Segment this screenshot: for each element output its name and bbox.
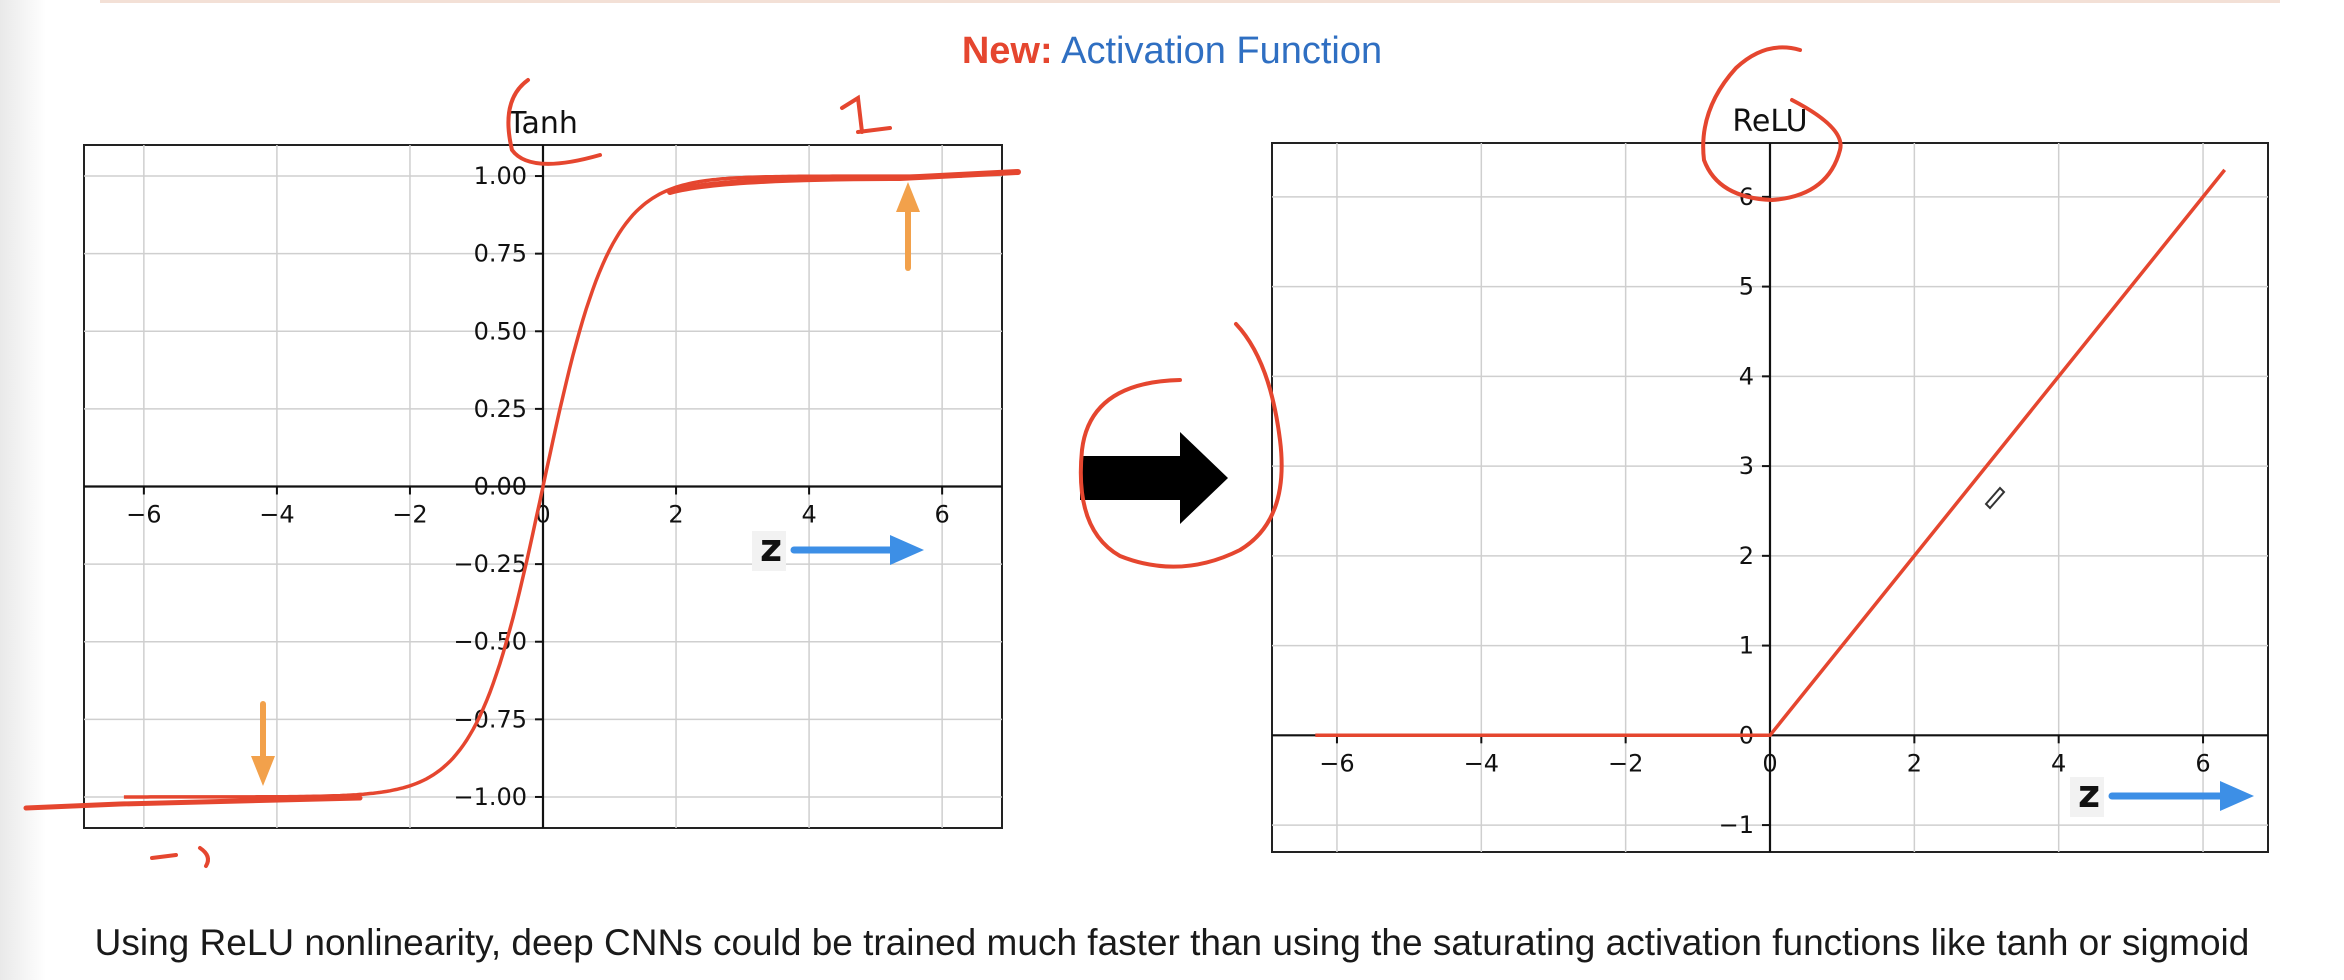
saturation-stroke-top [667,169,1021,195]
x-tick-label: −6 [1319,749,1354,777]
y-tick-label: −0.75 [453,705,527,733]
x-tick-label: 6 [2195,749,2210,777]
top-rule [100,0,2280,3]
y-tick-label: 0.50 [474,317,527,345]
chart-title: Tanh [507,106,578,141]
pen-cursor-icon [1984,486,2006,510]
y-tick-label: 2 [1739,542,1754,570]
x-tick-label: 2 [1907,749,1922,777]
y-tick-label: 3 [1739,452,1754,480]
x-tick-label: 2 [668,501,683,529]
x-tick-label: −2 [392,501,427,529]
saturation-stroke-bottom [23,795,363,811]
y-tick-label: 4 [1739,362,1754,390]
z-arrow-relu-head [2220,781,2254,811]
handwritten-minus-one-glyph [150,846,210,868]
y-tick-label: 0.00 [474,473,527,501]
tanh-title-circle [506,78,602,166]
relu-title-circle [1701,45,1843,203]
x-tick-label: 0 [1762,749,1777,777]
x-tick-label: 4 [801,501,816,529]
x-tick-label: −6 [126,501,161,529]
slide-title-main: Activation Function [1061,30,1383,72]
slide-edge-shade [0,0,46,980]
series-line [1315,168,2227,738]
annotation-layer: zz [23,45,2254,868]
y-tick-label: 1.00 [474,162,527,190]
handwritten-one-glyph [840,94,892,134]
chart-title: ReLU [1732,104,1807,139]
slide-caption: Using ReLU nonlinearity, deep CNNs could… [94,922,2250,963]
orange-arrow-down-head [251,756,275,786]
orange-arrow-up-head [896,182,920,212]
y-tick-label: 0.25 [474,395,527,423]
y-tick-label: −0.50 [453,628,527,656]
y-tick-label: 5 [1739,273,1754,301]
y-tick-label: −1 [1719,811,1754,839]
z-arrow-relu-label: z [2078,772,2100,816]
x-tick-label: −2 [1608,749,1643,777]
y-tick-label: −0.25 [453,550,527,578]
slide-title-prefix: New: [961,30,1053,72]
y-tick-label: 1 [1739,632,1754,660]
z-arrow-tanh-label-bg [752,531,786,571]
transition-arrow-icon [1080,432,1228,524]
x-tick-label: −4 [1464,749,1499,777]
z-arrow-tanh-head [890,535,924,565]
x-tick-label: 4 [2051,749,2066,777]
x-tick-label: 6 [934,501,949,529]
x-tick-label: −4 [259,501,294,529]
z-arrow-tanh-label: z [760,526,782,570]
arrow-circle [1078,322,1284,569]
y-tick-label: 0.75 [474,240,527,268]
tanh-chart: −6 −4 −2 0 2 4 6−1.00−0.75−0.50−0.250.000.250.… [83,106,1003,829]
z-arrow-relu-label-bg [2070,777,2104,817]
y-tick-label: −1.00 [453,783,527,811]
slide-title: New: Activation Function [0,30,2344,73]
